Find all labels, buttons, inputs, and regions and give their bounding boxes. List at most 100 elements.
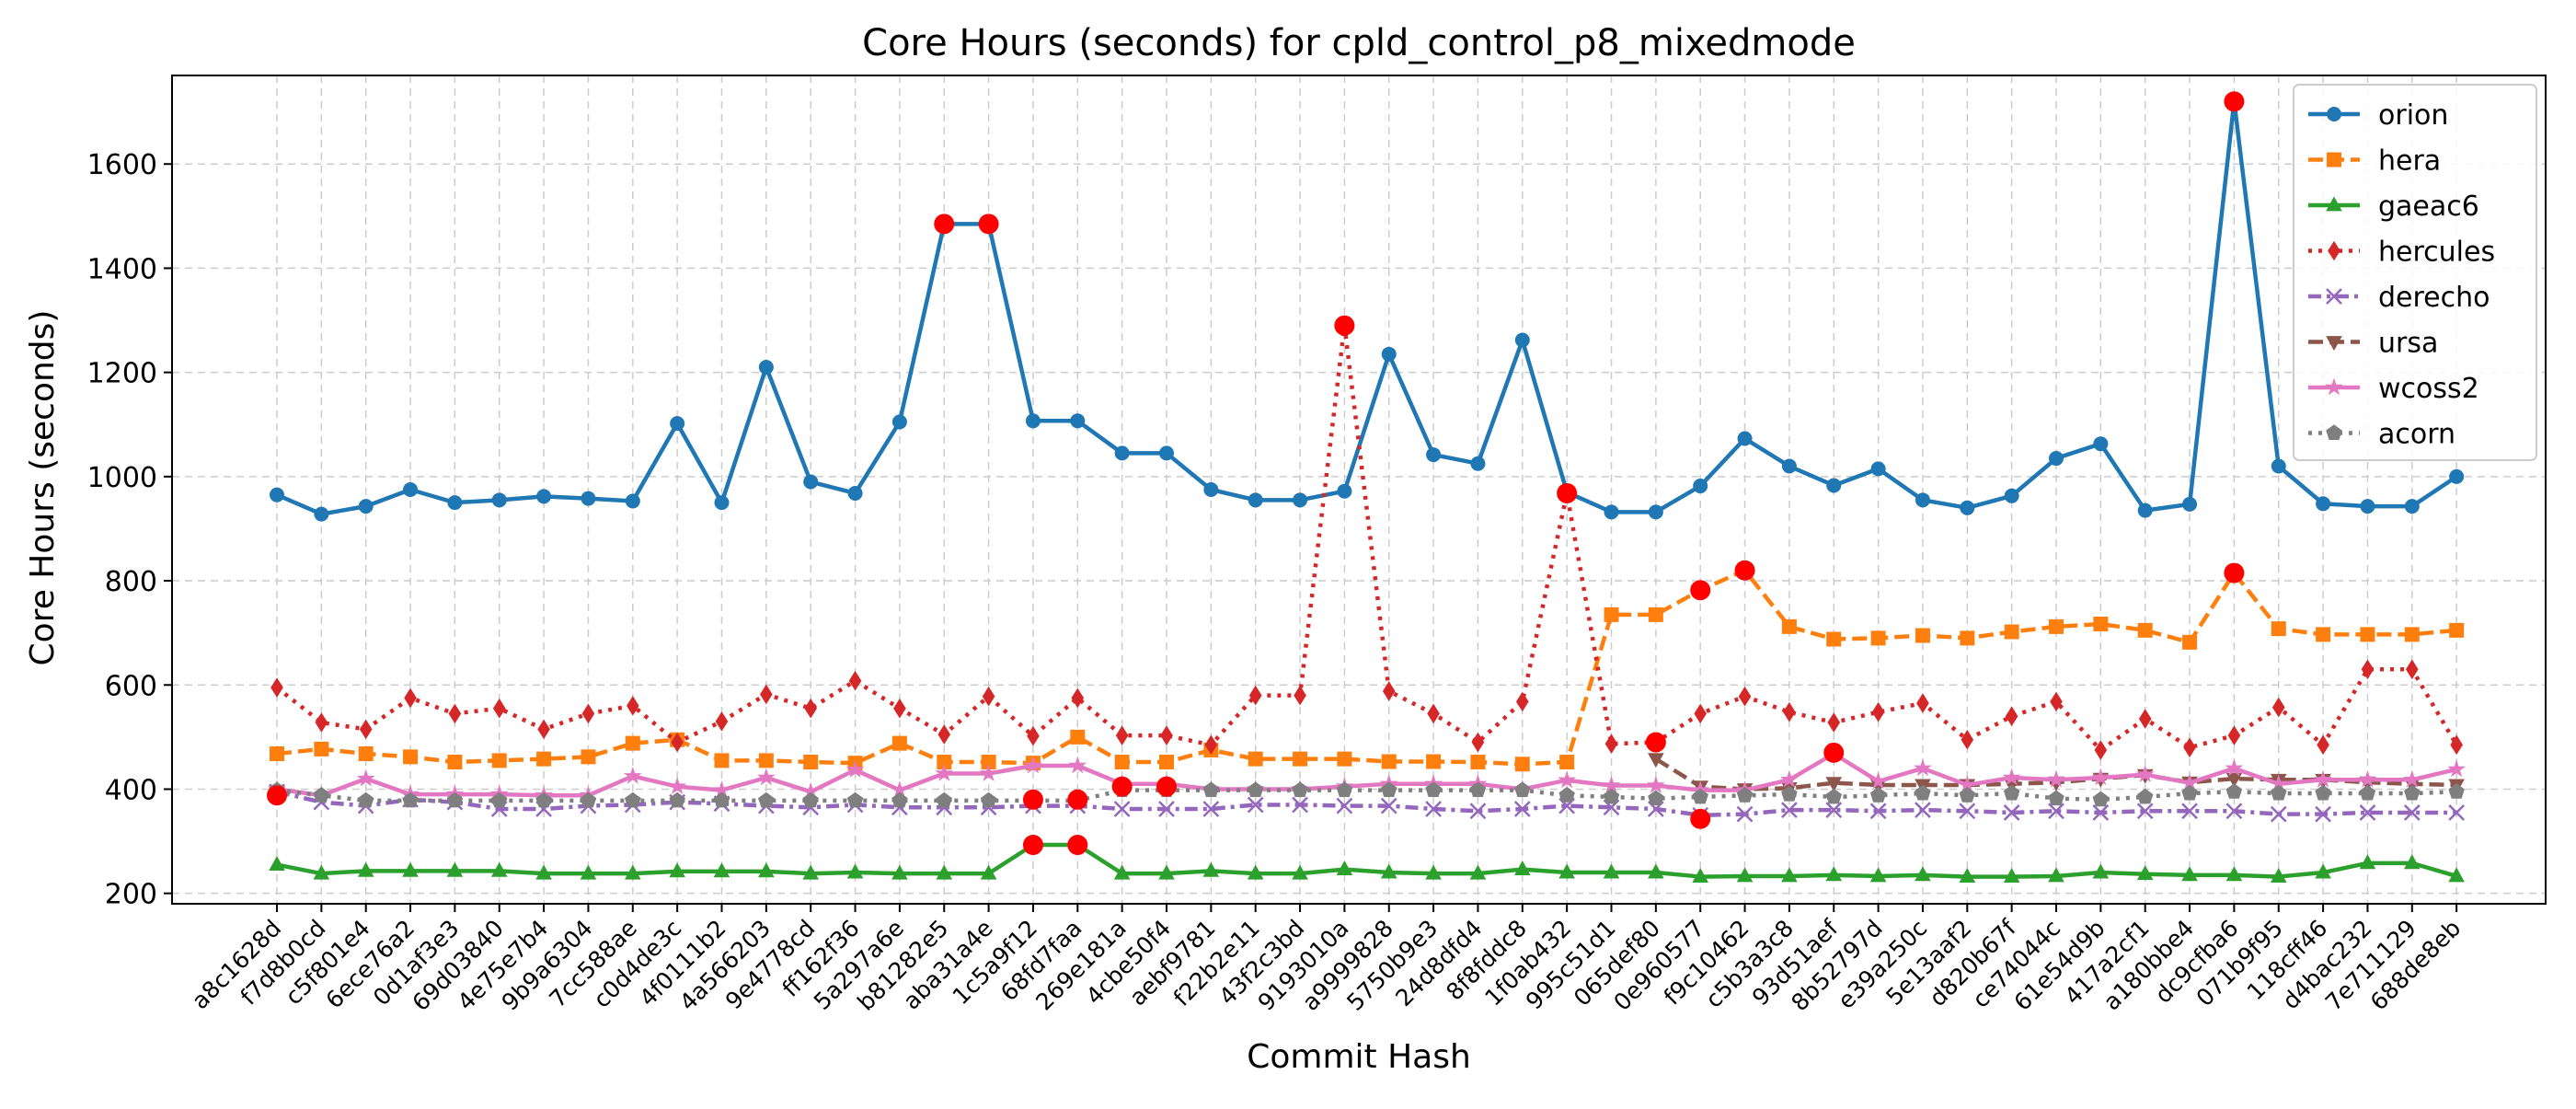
data-point-gaeac6 [980, 864, 997, 880]
data-point-hera [1070, 729, 1086, 745]
highlight-points [267, 91, 2245, 856]
data-point-acorn [2404, 784, 2421, 801]
data-point-gaeac6 [2225, 866, 2243, 882]
data-point-hera [1915, 628, 1930, 643]
data-point-orion [2316, 496, 2331, 512]
data-point-gaeac6 [1781, 867, 1798, 883]
y-tick-label: 400 [105, 774, 157, 806]
data-point-acorn [2181, 784, 2198, 801]
data-point-acorn [2092, 791, 2110, 807]
legend-label-hercules: hercules [2378, 237, 2495, 269]
data-point-hera [1604, 606, 1619, 622]
x-axis-label: Commit Hash [1247, 1038, 1471, 1076]
data-point-hercules [2361, 659, 2375, 680]
data-point-hercules [2450, 734, 2463, 756]
data-point-acorn [580, 791, 597, 808]
data-point-acorn [625, 791, 641, 808]
legend-marker-ursa [2326, 336, 2342, 352]
data-point-hera [491, 753, 507, 768]
data-point-orion [1470, 456, 1486, 471]
data-point-gaeac6 [1336, 861, 1353, 876]
data-point-wcoss2 [623, 766, 642, 784]
data-point-hera [625, 735, 640, 751]
highlight-point-acorn [1067, 789, 1088, 810]
data-point-hera [803, 755, 819, 770]
data-point-hercules [2138, 709, 2152, 729]
data-point-hera [536, 751, 552, 767]
highlight-point-derecho [1690, 808, 1711, 829]
series-line-wcoss2 [276, 751, 2457, 798]
data-point-gaeac6 [580, 864, 597, 880]
data-point-gaeac6 [2359, 854, 2376, 870]
data-point-hercules [1471, 732, 1485, 753]
data-point-gaeac6 [1425, 864, 1442, 880]
data-point-acorn [936, 791, 952, 808]
data-point-hera [2093, 617, 2109, 632]
data-point-wcoss2 [935, 764, 954, 781]
data-point-hera [2049, 618, 2064, 634]
data-point-wcoss2 [2402, 769, 2421, 788]
data-point-hera [1114, 755, 1130, 770]
data-point-acorn [2225, 783, 2243, 799]
legend-label-derecho: derecho [2378, 282, 2490, 314]
data-point-hera [1559, 755, 1575, 770]
data-point-acorn [2315, 784, 2331, 801]
data-point-orion [2271, 458, 2286, 474]
data-point-hera [1248, 751, 1263, 767]
data-point-wcoss2 [2091, 768, 2110, 786]
data-point-wcoss2 [356, 768, 375, 787]
data-point-acorn [2448, 783, 2465, 799]
data-point-acorn [1869, 787, 1887, 803]
plot-frame [171, 75, 2547, 905]
data-point-acorn [2136, 788, 2154, 804]
highlight-point-orion [934, 214, 955, 235]
data-point-derecho [2270, 805, 2287, 823]
data-point-hercules [1115, 725, 1129, 745]
data-point-hercules [715, 711, 729, 732]
data-point-hercules [315, 712, 328, 733]
data-point-gaeac6 [2136, 865, 2154, 881]
data-point-orion [1025, 413, 1041, 429]
data-point-hera [270, 745, 284, 761]
data-point-orion [2049, 451, 2064, 467]
data-point-gaeac6 [936, 864, 953, 880]
data-point-orion [447, 495, 463, 511]
data-point-gaeac6 [1380, 863, 1397, 879]
data-point-hercules [1248, 685, 1262, 706]
data-point-gaeac6 [1648, 863, 1664, 879]
data-point-wcoss2 [2180, 773, 2199, 791]
data-point-hercules [1204, 734, 1218, 756]
data-point-hera [1648, 606, 1663, 622]
data-point-derecho [1469, 803, 1487, 820]
legend-item-gaeac6: gaeac6 [2308, 191, 2479, 223]
data-point-orion [1381, 346, 1397, 362]
data-point-derecho [1736, 805, 1754, 823]
data-point-acorn [1692, 788, 1708, 804]
data-point-gaeac6 [2270, 867, 2287, 883]
data-point-hera [1960, 630, 1975, 646]
data-point-acorn [846, 791, 864, 808]
data-point-wcoss2 [1646, 776, 1665, 793]
legend-item-orion: orion [2308, 99, 2448, 132]
data-point-hera [2316, 627, 2331, 642]
data-point-orion [1870, 461, 1886, 477]
data-point-acorn [1247, 781, 1264, 798]
data-point-hercules [2406, 659, 2419, 680]
data-point-orion [714, 495, 730, 511]
data-point-hercules [1071, 687, 1085, 709]
data-point-wcoss2 [712, 780, 731, 799]
data-point-gaeac6 [1558, 863, 1575, 879]
data-point-hera [1159, 755, 1174, 770]
data-point-wcoss2 [979, 764, 998, 781]
data-point-orion [1737, 431, 1753, 446]
data-point-gaeac6 [357, 861, 374, 877]
data-point-acorn [980, 791, 997, 808]
data-point-hercules [893, 698, 906, 719]
data-point-wcoss2 [1780, 769, 1799, 788]
legend-label-acorn: acorn [2378, 419, 2455, 451]
data-point-gaeac6 [846, 863, 864, 879]
data-point-acorn [669, 791, 685, 808]
data-point-hercules [2271, 697, 2285, 718]
data-point-hercules [1382, 681, 1396, 701]
data-point-orion [1114, 445, 1130, 461]
